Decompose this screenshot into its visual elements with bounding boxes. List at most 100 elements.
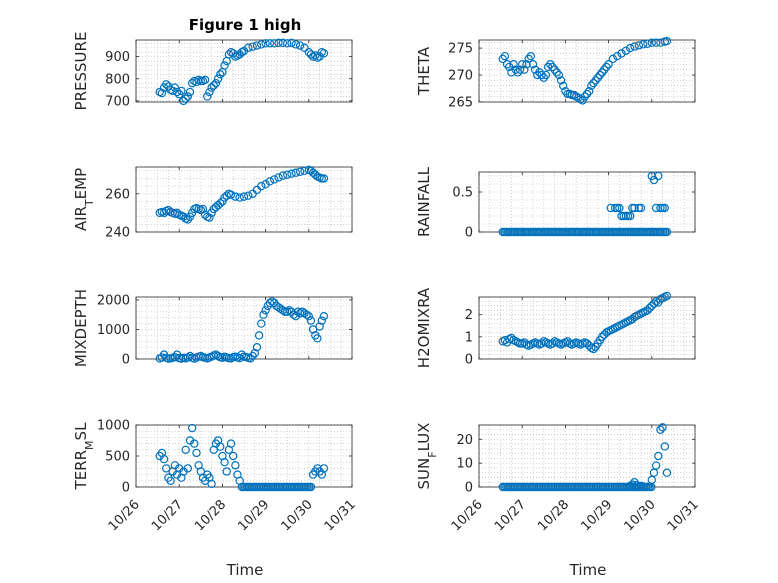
air-temp-data-point [231,192,240,201]
air-temp-data-point [179,212,188,221]
sun-flux-y-tick-label: 10 [456,457,473,472]
air-temp-y-axis-label: AIRTEMP [72,168,96,231]
terr-msl-data-point [228,451,238,461]
air-temp-data-point [291,168,301,177]
figure-title: Figure 1 high [189,16,302,34]
sun-flux-panel: 0 10 20 10/26 10/27 10/28 10/29 10/30 10/31 SUNFL… [415,423,702,535]
terr-msl-data-point [216,442,225,451]
terr-msl-data-point [187,423,197,433]
pressure-data-point [291,40,301,49]
pressure-data-point [265,39,275,48]
terr-msl-data-point [190,439,199,448]
terr-msl-y-axis-label: TERRMSL [72,422,96,491]
theta-data-point [582,89,592,99]
sun-flux-x-tick-label: 10/27 [492,497,529,534]
theta-data-point [507,68,516,77]
pressure-data-point [220,61,229,70]
pressure-data-point [187,78,197,88]
air-temp-data-point [287,169,296,178]
mixdepth-y-tick-label: 1000 [97,323,130,338]
mixdepth-data-point [319,311,329,321]
h2omixra-data-point [589,344,598,354]
terr-msl-data-point [235,476,244,485]
h2omixra-data-point [662,291,672,301]
theta-data-point [591,76,600,85]
theta-data-point [530,65,540,74]
theta-data-point [559,81,568,91]
terr-msl-x-tick-label: 10/27 [149,497,186,534]
theta-data-point [561,87,570,96]
mixdepth-data-point [259,310,268,319]
pressure-data-point [216,70,225,79]
pressure-data-point [244,43,253,52]
x-axis-label-right: Time [569,561,607,579]
terr-msl-data-point [192,448,201,458]
theta-data-point [626,43,635,53]
mixdepth-data-point [257,319,266,328]
mixdepth-data-point [261,306,270,315]
rainfall-data-point [636,203,646,213]
h2omixra-y-tick-label: 2 [465,308,473,323]
rainfall-data-point [606,203,615,213]
terr-msl-panel: 0 500 1000 10/26 10/27 10/28 10/29 10/30 10/31 TE… [72,419,359,535]
air-temp-data-point [261,180,270,189]
x-axis-label-left: Time [226,561,264,579]
pressure-data-point [304,47,313,57]
mixdepth-data-point [304,311,313,321]
air-temp-data-point [239,192,249,201]
rainfall-data-point [647,171,657,181]
sun-flux-data-point [658,423,667,432]
theta-data-point [569,90,579,100]
pressure-y-tick-label: 900 [105,50,130,65]
pressure-panel: 700 800 900 PRESSURE [72,32,353,111]
mixdepth-data-point [267,297,277,306]
mixdepth-data-point [237,350,247,359]
rainfall-data-point [630,203,639,213]
pressure-data-point [203,92,212,101]
theta-data-point [526,51,536,61]
air-temp-data-point [244,191,253,200]
theta-data-point [539,73,549,82]
mixdepth-y-tick-label: 0 [122,353,130,368]
h2omixra-y-tick-label: 1 [465,330,473,345]
pressure-data-point [172,87,182,97]
pressure-y-axis-label: PRESSURE [72,32,90,111]
pressure-data-point [179,96,188,106]
air-temp-y-tick-label: 260 [105,187,130,202]
pressure-data-point [261,39,270,48]
mixdepth-data-point [302,310,311,319]
rainfall-y-axis-label: RAINFALL [415,166,433,237]
sun-flux-x-tick-label: 10/29 [578,497,615,534]
theta-data-point [630,42,639,51]
theta-axes-box [478,39,696,103]
sun-flux-y-axis-label: SUNFLUX [415,423,439,490]
terr-msl-data-point [166,476,175,485]
pressure-data-point [300,43,309,52]
mixdepth-data-point [254,331,264,340]
pressure-data-point [270,39,279,48]
theta-data-point [546,60,555,69]
h2omixra-data-point [537,339,546,348]
pressure-y-tick-label: 800 [105,72,130,87]
terr-msl-data-point [231,461,240,470]
terr-msl-data-point [220,458,229,467]
pressure-data-point [257,40,266,49]
mixdepth-series [155,297,329,363]
theta-data-point [634,41,644,50]
theta-data-point [502,60,512,69]
pressure-data-point [248,42,257,51]
theta-data-point [613,51,622,61]
pressure-data-point [213,74,223,83]
air-temp-data-point [198,204,208,214]
rainfall-data-point [654,171,663,181]
theta-data-point [580,92,590,101]
mixdepth-data-point [315,322,324,331]
theta-data-point [584,87,594,96]
sun-flux-x-tick-label: 10/28 [535,497,572,534]
pressure-data-point [181,94,190,103]
pressure-axes-box [135,39,353,103]
terr-msl-data-point [181,445,190,454]
mixdepth-y-axis-label: MIXDEPTH [72,289,90,367]
pressure-data-point [274,38,283,48]
theta-data-point [548,62,557,72]
